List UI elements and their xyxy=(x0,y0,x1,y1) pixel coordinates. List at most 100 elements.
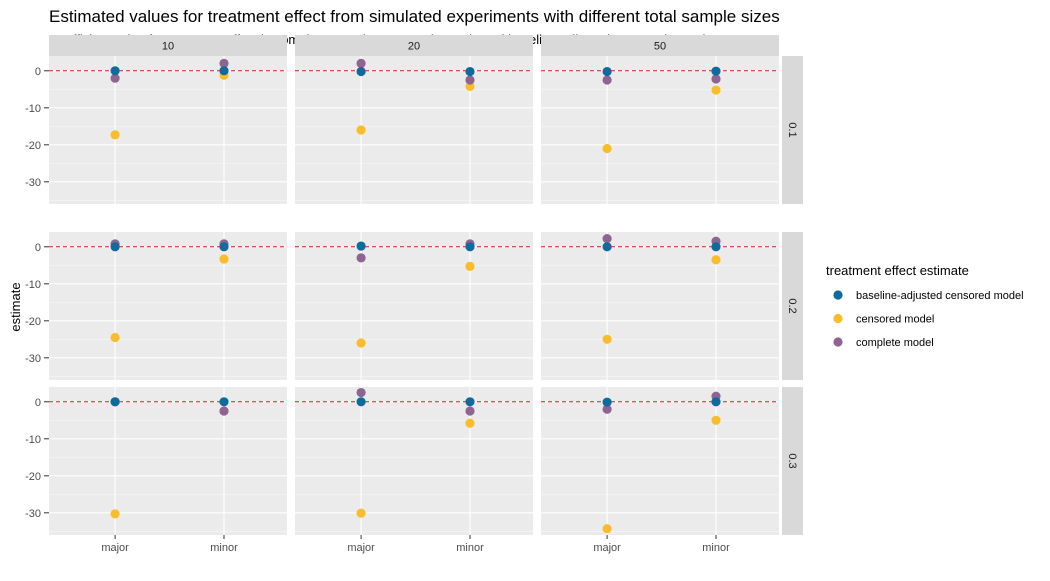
panel-background xyxy=(541,232,779,380)
facet-panel xyxy=(541,56,779,204)
x-tick-label: minor xyxy=(702,542,730,554)
data-point xyxy=(602,75,612,85)
column-strip-label: 10 xyxy=(162,41,174,53)
x-tick-label: major xyxy=(101,542,129,554)
panel-background xyxy=(295,387,533,535)
y-tick-label: -10 xyxy=(25,434,41,446)
panel-background xyxy=(49,56,287,204)
y-tick-label: 0 xyxy=(35,242,41,254)
column-strip xyxy=(541,35,779,56)
data-point xyxy=(219,397,229,407)
facet-panel xyxy=(295,387,533,535)
data-point xyxy=(219,58,229,68)
y-tick-label: -20 xyxy=(25,471,41,483)
data-point xyxy=(602,143,612,154)
y-tick-label: 0 xyxy=(35,397,41,409)
row-strip-label: 0.3 xyxy=(786,453,798,468)
data-point xyxy=(356,397,366,407)
data-point xyxy=(356,508,366,518)
data-point xyxy=(711,397,721,407)
y-tick-label: -20 xyxy=(25,140,41,152)
data-point xyxy=(602,524,612,534)
x-tick-label: major xyxy=(347,542,375,554)
data-point xyxy=(219,406,229,416)
data-point xyxy=(602,242,612,252)
panel-background xyxy=(295,56,533,204)
data-point xyxy=(465,81,475,91)
x-tick-label: minor xyxy=(456,542,484,554)
data-point xyxy=(356,241,366,251)
row-strip-label: 0.1 xyxy=(786,122,798,137)
data-point xyxy=(465,397,475,407)
legend-key xyxy=(833,313,843,324)
column-strip-label: 50 xyxy=(654,41,666,53)
legend: treatment effect estimate baseline-adjus… xyxy=(826,263,1024,349)
data-point xyxy=(602,66,612,77)
data-point xyxy=(110,73,120,83)
x-tick-label: major xyxy=(593,542,621,554)
facet-panel xyxy=(541,387,779,535)
data-point xyxy=(465,242,475,252)
legend-key xyxy=(833,337,843,347)
data-point xyxy=(110,332,120,343)
row-strip xyxy=(782,387,803,535)
data-point xyxy=(219,66,229,76)
data-point xyxy=(219,242,229,252)
data-point xyxy=(465,75,475,85)
data-point xyxy=(602,404,612,414)
y-tick-label: -10 xyxy=(25,279,41,291)
data-point xyxy=(356,125,366,135)
y-tick-label: -30 xyxy=(25,353,41,365)
data-point xyxy=(219,254,229,264)
x-tick-label: minor xyxy=(210,542,238,554)
data-point xyxy=(356,338,366,348)
data-point xyxy=(711,415,721,425)
legend-label: complete model xyxy=(856,337,934,349)
legend-title: treatment effect estimate xyxy=(826,263,969,278)
facet-panel xyxy=(49,387,287,535)
y-tick-label: -30 xyxy=(25,177,41,189)
y-tick-label: 0 xyxy=(35,66,41,78)
legend-label: censored model xyxy=(856,314,934,326)
data-point xyxy=(602,397,612,407)
y-axis-title: estimate xyxy=(8,282,23,331)
data-point xyxy=(356,387,366,398)
facet-panel xyxy=(295,56,533,204)
panel-background xyxy=(49,232,287,380)
panel-background xyxy=(541,387,779,535)
data-point xyxy=(711,242,721,252)
column-strip-label: 20 xyxy=(408,41,420,53)
row-strip-label: 0.2 xyxy=(786,298,798,313)
data-point xyxy=(356,58,366,68)
data-point xyxy=(711,255,721,265)
y-tick-label: -10 xyxy=(25,103,41,115)
facet-panel xyxy=(295,232,533,380)
facet-panel xyxy=(49,56,287,204)
data-point xyxy=(110,242,120,252)
data-point xyxy=(356,253,366,263)
data-point xyxy=(110,397,120,407)
row-strip xyxy=(782,232,803,380)
y-tick-label: -30 xyxy=(25,508,41,520)
legend-key xyxy=(833,290,843,300)
row-strip xyxy=(782,56,803,204)
data-point xyxy=(711,66,721,76)
panel-background xyxy=(49,387,287,535)
panel-background xyxy=(295,232,533,380)
y-tick-label: -20 xyxy=(25,316,41,328)
data-point xyxy=(110,130,120,140)
data-point xyxy=(110,66,120,76)
panel-background xyxy=(541,56,779,204)
data-point xyxy=(465,261,475,272)
facet-panels: 10 20 50 0.1 0.2 0.3 0 -10 -20 -30 0 -10 -20 -30 0 -10 -… xyxy=(25,35,803,554)
chart-title: Estimated values for treatment effect fr… xyxy=(49,7,780,26)
data-point xyxy=(465,418,475,428)
data-point xyxy=(356,66,366,77)
facet-panel xyxy=(541,232,779,380)
column-strip xyxy=(49,35,287,56)
data-point xyxy=(711,85,721,95)
facet-panel xyxy=(49,232,287,380)
data-point xyxy=(711,74,721,84)
data-point xyxy=(110,509,120,519)
